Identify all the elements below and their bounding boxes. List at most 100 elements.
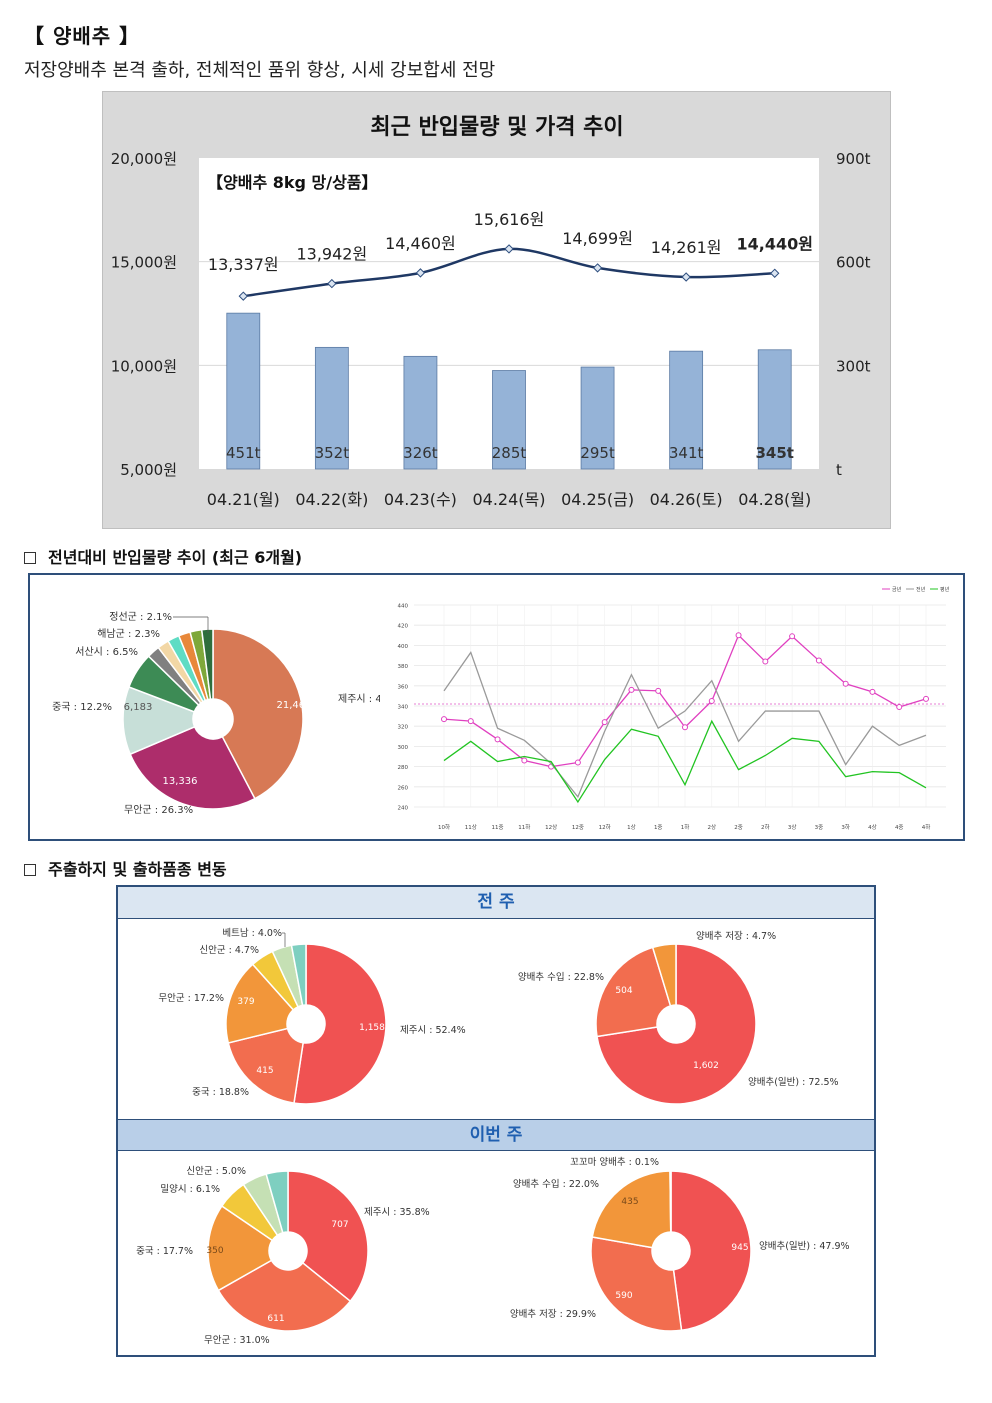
- x-tick: 4중: [895, 824, 904, 831]
- price-label: 13,942원: [296, 245, 367, 264]
- pie-slice: [217, 1259, 352, 1332]
- x-tick: 11중: [492, 824, 504, 831]
- price-point: [327, 278, 337, 289]
- y-tick: 360: [398, 684, 409, 690]
- pie-category-label: 무안군 : 17.2%: [158, 993, 224, 1004]
- x-tick: 04.28(월): [738, 490, 811, 509]
- chart-inner-label: 【양배추 8kg 망/상품】: [207, 173, 378, 192]
- pie-slice: [596, 943, 757, 1105]
- cur-origin-pie: 707 611 350 제주시 : 35.8% 무안군 : 31.0% 중국 : 17.7…: [136, 1166, 430, 1346]
- pie-slice: [591, 1170, 672, 1249]
- section-origin-label: 주출하지 및 출하품종 변동: [48, 860, 227, 879]
- y-tick: 260: [398, 785, 409, 791]
- pie-data-label: 13,336: [163, 776, 198, 787]
- y-left-tick: 20,000원: [111, 150, 177, 168]
- pie-slice: [651, 943, 677, 1007]
- x-tick: 10하: [438, 823, 450, 831]
- x-tick: 04.23(수): [384, 490, 457, 509]
- page-subtitle: 저장양배추 본격 출하, 전체적인 품위 향상, 시세 강보합세 전망: [24, 60, 496, 81]
- bar: [580, 366, 615, 470]
- y-right-tick: t: [836, 461, 842, 479]
- legend-label: 평년: [940, 586, 950, 593]
- pie-category-label: 양배추 수입 : 22.0%: [513, 1178, 599, 1190]
- pie-category-label: 양배추(일반) : 72.5%: [748, 1077, 839, 1088]
- checkbox-icon: [24, 552, 36, 564]
- series-point: [467, 718, 474, 725]
- pie-slice: [227, 1027, 305, 1104]
- main-chart: 최근 반입물량 및 가격 추이 【양배추 8kg 망/상품】 5,000원 t 10,0…: [111, 115, 871, 509]
- checkbox-icon: [24, 864, 36, 876]
- y-tick: 380: [398, 664, 409, 670]
- series-point: [655, 687, 662, 694]
- yearly-pie-chart: 21,461 13,336 6,183 제주시 : 42.3% 무안군 : 26.3% 중…: [52, 611, 380, 816]
- bar-label: 295t: [580, 444, 615, 462]
- x-tick: 04.25(금): [561, 490, 634, 509]
- y-left-tick: 10,000원: [111, 357, 177, 375]
- legend-label: 전년: [916, 586, 926, 593]
- pie-category-label: 양배추 수입 : 22.8%: [518, 971, 604, 983]
- price-point: [770, 268, 780, 278]
- price-point: [504, 244, 514, 254]
- x-tick: 2중: [734, 824, 743, 831]
- series-point: [923, 695, 929, 702]
- pie-category-label: 양배추(일반) : 47.9%: [759, 1241, 850, 1252]
- series-point: [441, 716, 447, 723]
- prev-week-header: 전 주: [118, 887, 874, 919]
- pie-slice: [265, 1170, 289, 1234]
- x-tick: 3상: [788, 823, 797, 831]
- bar: [669, 350, 704, 470]
- this-week-header: 이번 주: [118, 1119, 874, 1151]
- origin-panel: 전 주 1,158 415 379 제주시 : 52.4% 중국 : 18.8% 무안군 …: [116, 885, 876, 1357]
- series-point: [682, 724, 688, 731]
- pie-category-label: 밀양시 : 6.1%: [160, 1183, 220, 1195]
- bar-label: 326t: [403, 444, 438, 462]
- pie-slice: [590, 1236, 683, 1332]
- x-tick: 04.21(월): [207, 490, 280, 509]
- pie-data-label: 1,158: [359, 1023, 385, 1033]
- pie-category-label: 서산시 : 6.5%: [75, 646, 138, 658]
- pie-category-label: 양배추 저장 : 4.7%: [696, 931, 776, 942]
- pie-slice: [212, 628, 304, 800]
- section-yearly-label: 전년대비 반입물량 추이 (최근 6개월): [48, 548, 303, 567]
- pie-category-label: 양배추 저장 : 29.9%: [510, 1309, 596, 1320]
- price-label: 14,699원: [562, 229, 633, 248]
- series-point: [842, 680, 849, 687]
- x-tick: 12중: [572, 824, 584, 831]
- pie-category-label: 무안군 : 31.0%: [204, 1335, 270, 1346]
- x-tick: 04.26(토): [650, 490, 723, 509]
- pie-category-label: 정선군 : 2.1%: [109, 611, 172, 623]
- series-point: [521, 757, 528, 764]
- section-yearly-heading: 전년대비 반입물량 추이 (최근 6개월): [24, 544, 302, 568]
- pie-data-label: 435: [621, 1197, 638, 1207]
- pie-data-label: 504: [615, 986, 632, 996]
- pie-slice: [200, 628, 214, 700]
- prev-origin-pie: 1,158 415 379 제주시 : 52.4% 중국 : 18.8% 무안군 : 17…: [158, 928, 466, 1105]
- pie-slice: [669, 1170, 672, 1233]
- pie-data-label: 590: [615, 1291, 632, 1301]
- y-tick: 240: [398, 806, 409, 812]
- bar-label: 451t: [226, 444, 261, 462]
- series-line: [443, 719, 927, 804]
- pie-data-label: 707: [331, 1220, 348, 1230]
- x-tick: 4하: [922, 823, 931, 831]
- pie-category-label: 꼬꼬마 양배추 : 0.1%: [570, 1157, 659, 1168]
- series-line: [443, 651, 927, 799]
- bar: [314, 346, 349, 470]
- page-title: 【 양배추 】: [24, 24, 141, 48]
- bar-label: 285t: [492, 444, 527, 462]
- x-tick: 2상: [707, 823, 716, 831]
- y-tick: 400: [398, 644, 409, 650]
- series-point: [762, 658, 769, 665]
- y-tick: 420: [398, 624, 409, 630]
- x-tick: 11하: [518, 823, 530, 831]
- x-tick: 3중: [815, 824, 824, 831]
- y-right-tick: 900t: [836, 150, 871, 168]
- y-tick: 300: [398, 745, 409, 751]
- chart-title: 최근 반입물량 및 가격 추이: [370, 115, 623, 140]
- y-right-tick: 600t: [836, 254, 871, 272]
- pie-category-label: 제주시 : 35.8%: [364, 1207, 430, 1218]
- series-point: [574, 759, 581, 766]
- series-point: [628, 686, 635, 693]
- series-point: [789, 633, 796, 640]
- price-point: [592, 263, 603, 273]
